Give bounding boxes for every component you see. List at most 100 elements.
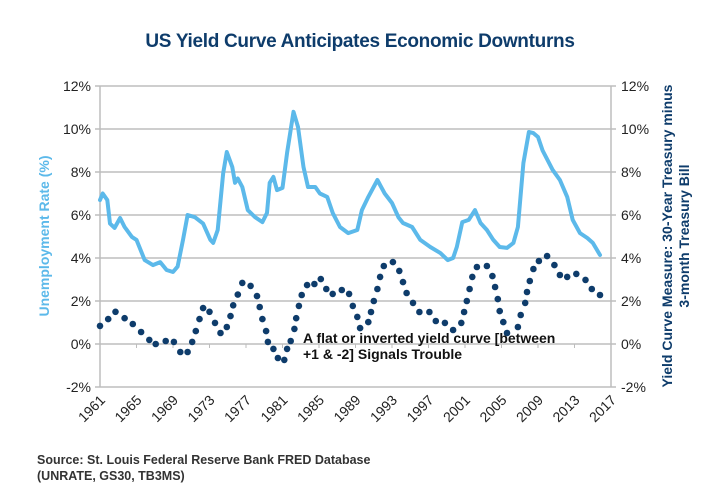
yield-curve-point — [283, 345, 291, 353]
yield-curve-point — [211, 319, 219, 327]
annotation-line1: A flat or inverted yield curve [between — [303, 330, 555, 346]
yield-curve-point — [491, 283, 499, 291]
yield-curve-point — [389, 258, 397, 266]
yield-curve-point — [303, 281, 311, 289]
x-tick-label: 1961 — [75, 392, 108, 425]
yield-curve-point — [96, 322, 104, 330]
yield-curve-point — [356, 324, 364, 332]
y-tick-label-left: 2% — [71, 293, 91, 309]
x-tick-label: 1997 — [403, 392, 436, 425]
yield-curve-point — [247, 282, 254, 290]
yield-curve-point — [338, 286, 346, 294]
yield-curve-point — [262, 327, 270, 335]
yield-curve-point — [556, 271, 564, 279]
yield-curve-point — [287, 337, 295, 345]
yield-curve-point — [563, 273, 571, 281]
x-tick-label: 1981 — [257, 392, 290, 425]
y-tick-label-left: 10% — [63, 121, 91, 137]
yield-curve-point — [483, 262, 491, 270]
yield-curve-point — [523, 288, 531, 296]
yield-curve-point — [514, 323, 522, 331]
yield-curve-point — [206, 308, 213, 316]
yield-curve-point — [259, 315, 266, 323]
y-axis-title-right-line1: Yield Curve Measure: 30-Year Treasury mi… — [659, 84, 675, 387]
yield-curve-point — [345, 290, 353, 298]
x-tick-label: 2009 — [513, 392, 546, 425]
yield-curve-point — [274, 354, 282, 362]
yield-curve-point — [298, 291, 306, 299]
yield-curve-point — [256, 303, 264, 311]
yield-curve-point — [264, 338, 272, 346]
yield-curve-point — [192, 327, 200, 335]
yield-curve-point — [588, 285, 596, 293]
yield-curve-point — [409, 299, 417, 307]
yield-curve-point — [170, 338, 178, 346]
yield-curve-point — [281, 356, 288, 364]
source-line2: (UNRATE, GS30, TB3MS) — [37, 469, 185, 483]
x-tick-label: 2017 — [586, 392, 619, 425]
y-tick-label-left: 4% — [71, 250, 91, 266]
tick-labels: 12% 12%10% 10%8% 8%6% 6%4% 4%2% 2%0% 0%-2% -2%19… — [63, 78, 649, 425]
y-tick-label-right: 8% — [621, 164, 641, 180]
yield-curve-point — [323, 285, 330, 293]
yield-curve-point — [367, 308, 375, 316]
y-tick-label-right: 10% — [621, 121, 649, 137]
yield-curve-point — [146, 336, 153, 344]
yield-curve-point — [396, 267, 403, 275]
yield-curve-point — [253, 292, 261, 300]
yield-curve-point — [227, 312, 234, 320]
yield-curve-point — [104, 315, 112, 323]
yield-curve-point — [239, 279, 246, 287]
x-tick-label: 2013 — [549, 392, 582, 425]
yield-curve-point — [196, 315, 203, 323]
yield-curve-point — [466, 285, 473, 293]
y-tick-label-left: -2% — [66, 379, 91, 395]
yield-curve-point — [311, 280, 318, 288]
yield-curve-point — [432, 317, 440, 325]
yield-curve-point — [376, 273, 384, 281]
yield-curve-point — [503, 329, 511, 337]
axes — [95, 85, 616, 388]
yield-curve-point — [199, 304, 207, 312]
y-tick-label-right: 6% — [621, 207, 641, 223]
yield-curve-point — [349, 302, 357, 310]
yield-curve-point — [229, 302, 237, 309]
yield-curve-point — [152, 340, 159, 348]
yield-curve-point — [217, 329, 224, 337]
yield-curve-point — [292, 314, 300, 322]
unemployment-line — [98, 109, 602, 274]
yield-curve-point — [374, 285, 381, 293]
unemployment-series — [98, 109, 602, 274]
yield-curve-point — [137, 328, 145, 336]
x-tick-label: 2001 — [440, 392, 473, 425]
yield-curve-point — [526, 277, 534, 285]
chart-title: US Yield Curve Anticipates Economic Down… — [145, 31, 575, 52]
yield-curve-point — [234, 291, 242, 298]
x-tick-label: 1989 — [330, 392, 363, 425]
yield-curve-point — [596, 291, 604, 299]
yield-curve-point — [460, 308, 468, 316]
gridlines — [100, 85, 611, 345]
y-tick-label-left: 6% — [71, 207, 91, 223]
yield-curve-point — [543, 252, 551, 260]
yield-curve-point — [317, 275, 325, 283]
yield-curve-point — [535, 257, 543, 265]
yield-curve-point — [463, 297, 471, 305]
yield-curve-point — [496, 307, 504, 315]
yield-curve-point — [162, 337, 169, 345]
yield-curve-point — [426, 308, 433, 316]
x-tick-label: 1985 — [294, 392, 327, 425]
yield-curve-series — [96, 252, 604, 364]
yield-curve-point — [184, 348, 191, 356]
yield-curve-point — [177, 348, 184, 356]
x-tick-label: 1973 — [184, 392, 217, 425]
yield-curve-point — [582, 276, 589, 284]
yield-curve-point — [354, 313, 361, 321]
yield-curve-point — [489, 272, 496, 280]
y-tick-label-right: 0% — [621, 336, 641, 352]
yield-curve-point — [370, 297, 378, 305]
y-tick-label-left: 12% — [63, 78, 91, 94]
yield-curve-point — [458, 319, 465, 327]
source-line1: Source: St. Louis Federal Reserve Bank F… — [37, 453, 371, 467]
yield-curve-point — [521, 299, 529, 307]
